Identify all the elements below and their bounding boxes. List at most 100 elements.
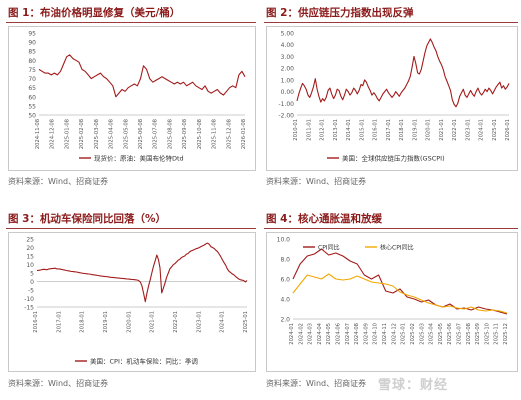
y-tick-label: 4.00 — [281, 42, 295, 49]
y-tick-label: 0 — [30, 279, 34, 286]
x-tick-label: 2024-01 — [479, 119, 485, 141]
panel3-title: 图 3：机动车保险同比回落（%） — [8, 213, 166, 225]
x-tick-label: 2025-04 — [429, 322, 435, 344]
y-tick-label: 5.00 — [281, 31, 295, 38]
x-tick-label: 2010-01 — [293, 119, 299, 141]
x-tick-label: 2025-12-08 — [226, 119, 232, 149]
x-tick-label: 2024-11 — [382, 323, 388, 345]
chart3-frame: 25 20 15 10 5 0 -5 -10 -15 2016-01 2017-01 2018-01 2… — [8, 232, 256, 372]
x-tick-label: 2024-06 — [336, 323, 342, 345]
y-tick-label: 0.00 — [281, 89, 295, 96]
x-tick-label: 2024-01 — [289, 323, 295, 345]
y-tick-label: -5 — [28, 288, 34, 295]
chart1-frame: 50 55 60 65 70 75 80 85 90 95 2024-11-08 2024-12-08… — [8, 26, 256, 171]
y-tick-label: 15 — [26, 254, 34, 261]
y-tick-label: 5 — [30, 271, 34, 278]
x-tick-label: 2024-04 — [317, 322, 323, 344]
y-tick-label: -10 — [24, 296, 34, 303]
y-tick-label: 2.00 — [281, 66, 295, 73]
panel3-source: 资料来源：Wind、招商证券 — [8, 379, 109, 388]
chart4-frame: 10.0 8.0 6.0 4.0 2.0 2024-01 2024-02 2024-03 202… — [266, 232, 518, 372]
x-tick-label: 2025-05 — [438, 323, 444, 345]
x-tick-label: 2025-03 — [419, 323, 425, 345]
series-line-1 — [292, 248, 508, 315]
x-tick-label: 2024-05 — [326, 323, 332, 345]
x-tick-label: 2025-01 — [243, 311, 249, 333]
y-tick-label: -15 — [24, 305, 34, 312]
y-tick-label: 4.0 — [280, 297, 290, 304]
series-line-2 — [292, 273, 508, 314]
x-tick-label: 2025-06-08 — [138, 119, 144, 149]
x-tick-label: 2025-02 — [410, 323, 416, 345]
legend-label-1: CPI同比 — [318, 244, 340, 252]
y-tick-label: 55 — [28, 103, 36, 110]
x-tick-label: 2018-01 — [80, 311, 86, 333]
x-tick-label: 2019-01 — [103, 311, 109, 333]
x-tick-label: 2024-08 — [354, 323, 360, 345]
y-tick-label: 3.00 — [281, 54, 295, 61]
x-tick-label: 2024-01 — [220, 311, 226, 333]
x-tick-label: 2025-06 — [447, 323, 453, 345]
watermark: 雪球：财经 — [378, 378, 449, 393]
x-tick-label: 2025-01 — [401, 323, 407, 345]
panel3-title-rule — [6, 228, 256, 229]
x-tick-label: 2025-02-08 — [79, 119, 85, 149]
x-tick-label: 2014-01 — [346, 119, 352, 141]
y-tick-label: 10.0 — [277, 237, 291, 244]
x-tick-label: 2025-08 — [466, 323, 472, 345]
panel4-title-rule — [264, 228, 518, 229]
x-tick-label: 2025-09 — [475, 323, 481, 345]
legend-label-1: 美国：CPI：机动车保险：同比：季调 — [90, 357, 198, 366]
y-tick-label: 60 — [28, 94, 36, 101]
x-tick-label: 2025-08-08 — [167, 119, 173, 149]
y-tick-label: 6.0 — [280, 277, 290, 284]
y-tick-label: 10 — [26, 262, 34, 269]
x-tick-label: 2025-05-08 — [123, 119, 129, 149]
x-tick-label: 2024-09 — [363, 323, 369, 345]
panel4-source: 资料来源：Wind、招商证券 — [266, 379, 367, 388]
legend-label-1: 美国：全球供应链压力指数(GSCPI) — [342, 154, 445, 163]
x-tick-label: 2024-11-08 — [35, 119, 41, 149]
x-tick-label: 2024-12-08 — [50, 119, 56, 149]
x-tick-label: 2025-11-08 — [212, 119, 218, 149]
x-tick-label: 2018-01 — [399, 119, 405, 141]
x-tick-label: 2022-01 — [173, 311, 179, 333]
x-tick-label: 2025-12 — [503, 323, 509, 345]
x-tick-label: 2025-07-08 — [153, 119, 159, 149]
x-tick-label: 2025-07 — [456, 323, 462, 345]
x-tick-label: 2012-01 — [320, 119, 326, 141]
panel1-title: 图 1：布油价格明显修复（美元/桶） — [8, 7, 181, 19]
x-tick-label: 2017-01 — [56, 311, 62, 333]
x-tick-label: 2015-01 — [359, 119, 365, 141]
x-tick-label: 2024-02 — [298, 323, 304, 345]
x-tick-label: 2025-10 — [484, 323, 490, 345]
series-line-1 — [38, 54, 246, 98]
x-tick-label: 2011-01 — [306, 119, 312, 141]
x-tick-label: 2024-12 — [391, 323, 397, 345]
panel2-title-rule — [264, 22, 518, 23]
x-tick-label: 2024-03 — [308, 323, 314, 345]
y-tick-label: 50 — [28, 113, 36, 120]
series-line-1 — [296, 38, 510, 108]
y-tick-label: 95 — [28, 31, 36, 38]
y-tick-label: -2.00 — [278, 113, 294, 120]
y-tick-label: 65 — [28, 85, 36, 92]
y-tick-label: 20 — [26, 245, 34, 252]
chart1-svg: 50 55 60 65 70 75 80 85 90 95 2024-11-08 2024-12-08… — [28, 31, 247, 163]
x-tick-label: 2025-10-08 — [197, 119, 203, 149]
y-tick-label: 80 — [28, 58, 36, 65]
panel1-title-rule — [6, 22, 256, 23]
x-tick-label: 2025-09-08 — [182, 119, 188, 149]
x-tick-label: 2024-10 — [373, 323, 379, 345]
x-tick-label: 2025-03-08 — [94, 119, 100, 149]
chart2-frame: 5.00 4.00 3.00 2.00 1.00 0.00 -1.00 -2.00 2010-0… — [266, 26, 518, 171]
x-tick-label: 2013-01 — [333, 119, 339, 141]
y-tick-label: 70 — [28, 76, 36, 83]
x-tick-label: 2020-01 — [426, 119, 432, 141]
x-tick-label: 2019-01 — [412, 119, 418, 141]
y-tick-label: 25 — [26, 237, 34, 244]
y-tick-label: 2.0 — [280, 317, 290, 324]
y-tick-label: 85 — [28, 49, 36, 56]
